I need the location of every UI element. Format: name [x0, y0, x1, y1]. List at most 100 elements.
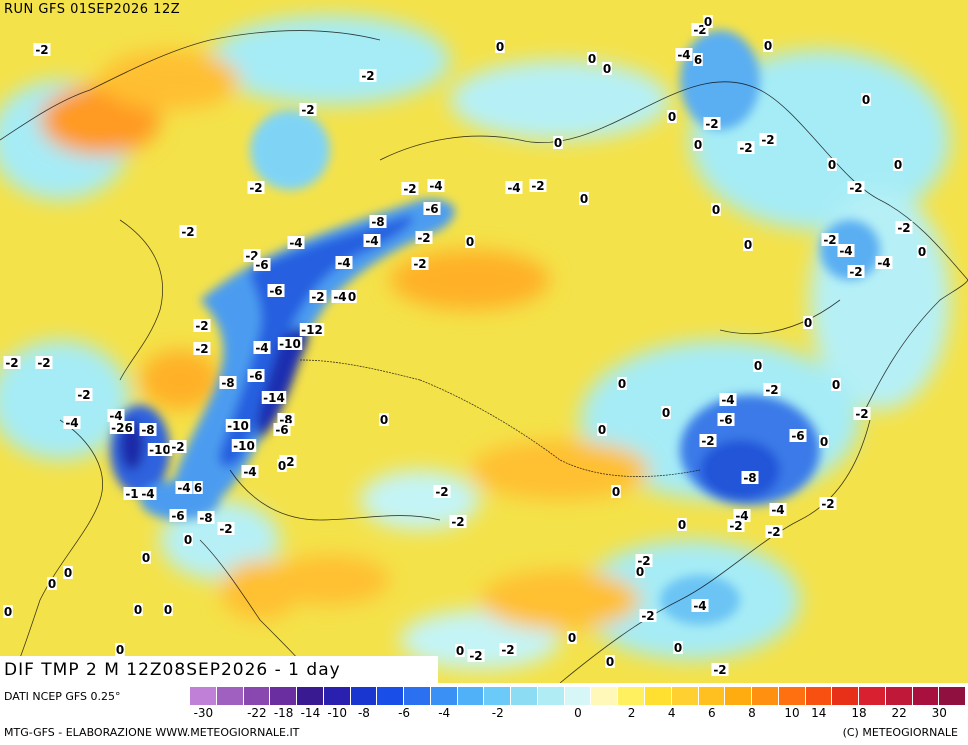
contour-value-label: 0: [4, 605, 12, 619]
contour-value-label: -8: [141, 423, 154, 437]
legend-tick: -6: [398, 706, 411, 720]
legend-swatch: [671, 687, 699, 705]
contour-value-label: -26: [111, 421, 133, 435]
legend-swatch: [243, 687, 271, 705]
legend-tick: 2: [627, 706, 636, 720]
label-box: [587, 52, 597, 65]
contour-value-label: -4: [65, 416, 78, 430]
contour-value-label: -8: [199, 511, 212, 525]
label-box: [893, 158, 903, 171]
label-box: [277, 337, 303, 350]
label-box: [3, 356, 21, 369]
legend-swatch: [377, 687, 405, 705]
cool-area: [450, 60, 670, 140]
legend-swatch: [912, 687, 940, 705]
label-box: [673, 641, 683, 654]
contour-value-label: 0: [466, 235, 474, 249]
label-box: [183, 533, 193, 546]
contour-value-label: -10: [149, 443, 171, 457]
label-box: [35, 356, 53, 369]
contour-value-label: 0: [894, 158, 902, 172]
label-box: [33, 43, 51, 56]
label-box: [253, 341, 271, 354]
legend-swatch: [805, 687, 833, 705]
label-box: [567, 631, 577, 644]
label-box: [617, 377, 627, 390]
cold-area: [700, 440, 780, 500]
legend-color-bar: [190, 687, 967, 705]
label-box: [253, 258, 271, 271]
contour-value-label: -2: [531, 179, 544, 193]
legend-swatch: [350, 687, 378, 705]
legend-tick: -22: [247, 706, 267, 720]
contour-value-label: -2: [765, 383, 778, 397]
label-box: [765, 525, 783, 538]
label-box: [711, 203, 721, 216]
contour-value-label: 0: [694, 138, 702, 152]
label-box: [299, 103, 317, 116]
contour-value-label: -6: [249, 369, 262, 383]
label-box: [193, 342, 211, 355]
legend-tick: -14: [300, 706, 321, 720]
contour-value-label: 0: [116, 643, 124, 657]
legend-swatch: [725, 687, 753, 705]
label-box: [415, 231, 433, 244]
label-box: [529, 179, 547, 192]
label-box: [123, 487, 141, 500]
contour-value-label: 0: [862, 93, 870, 107]
label-box: [115, 643, 125, 656]
contour-value-label: -2: [469, 649, 482, 663]
contour-value-label: -2: [249, 181, 262, 195]
contour-value-label: -8: [221, 376, 234, 390]
legend-swatch: [404, 687, 431, 705]
border: [229, 469, 441, 521]
contour-value-label: -8: [371, 215, 384, 229]
label-box: [247, 369, 265, 382]
contour-value-label: -2: [823, 233, 836, 247]
legend-tick: 6: [707, 706, 716, 720]
contour-value-label: -2: [435, 485, 448, 499]
label-box: [347, 290, 357, 303]
legend-swatch: [190, 687, 217, 705]
label-box: [401, 182, 419, 195]
contour-value-label: 0: [606, 655, 614, 669]
contour-value-label: -4: [429, 179, 442, 193]
legend-tick: 18: [851, 706, 867, 720]
label-box: [861, 93, 871, 106]
contour-value-label: -4: [771, 503, 784, 517]
cool-area: [210, 15, 450, 105]
label-box: [597, 423, 607, 436]
contour-value-label: 0: [142, 551, 150, 565]
contour-value-label: -4: [243, 465, 256, 479]
contour-value-label: -4: [677, 48, 690, 62]
legend-swatch: [939, 687, 967, 705]
label-box: [107, 409, 125, 422]
contour-value-label: 0: [618, 377, 626, 391]
label-box: [853, 407, 871, 420]
label-box: [733, 509, 751, 522]
legend-swatch: [859, 687, 886, 705]
contour-value-label: -6: [171, 509, 184, 523]
contour-value-label: 6: [694, 53, 702, 67]
legend-source-label: DATI NCEP GFS 0.25°: [4, 690, 121, 703]
label-box: [847, 181, 865, 194]
legend-swatch: [297, 687, 324, 705]
label-box: [359, 69, 377, 82]
label-box: [827, 158, 837, 171]
label-box: [47, 577, 57, 590]
label-box: [231, 439, 257, 452]
contour-value-label: 0: [754, 359, 762, 373]
legend-swatch: [323, 687, 351, 705]
label-box: [133, 603, 143, 616]
legend-tick: -4: [438, 706, 451, 720]
contour-value-label: -2: [35, 43, 48, 57]
warm-area: [270, 555, 390, 605]
label-box: [175, 481, 193, 494]
legend-tick: -2: [491, 706, 504, 720]
label-box: [789, 429, 807, 442]
label-box: [605, 655, 615, 668]
contour-value-label: -2: [705, 117, 718, 131]
contour-value-label: 0: [598, 423, 606, 437]
contour-value-label: -2: [855, 407, 868, 421]
coastline: [559, 419, 871, 683]
